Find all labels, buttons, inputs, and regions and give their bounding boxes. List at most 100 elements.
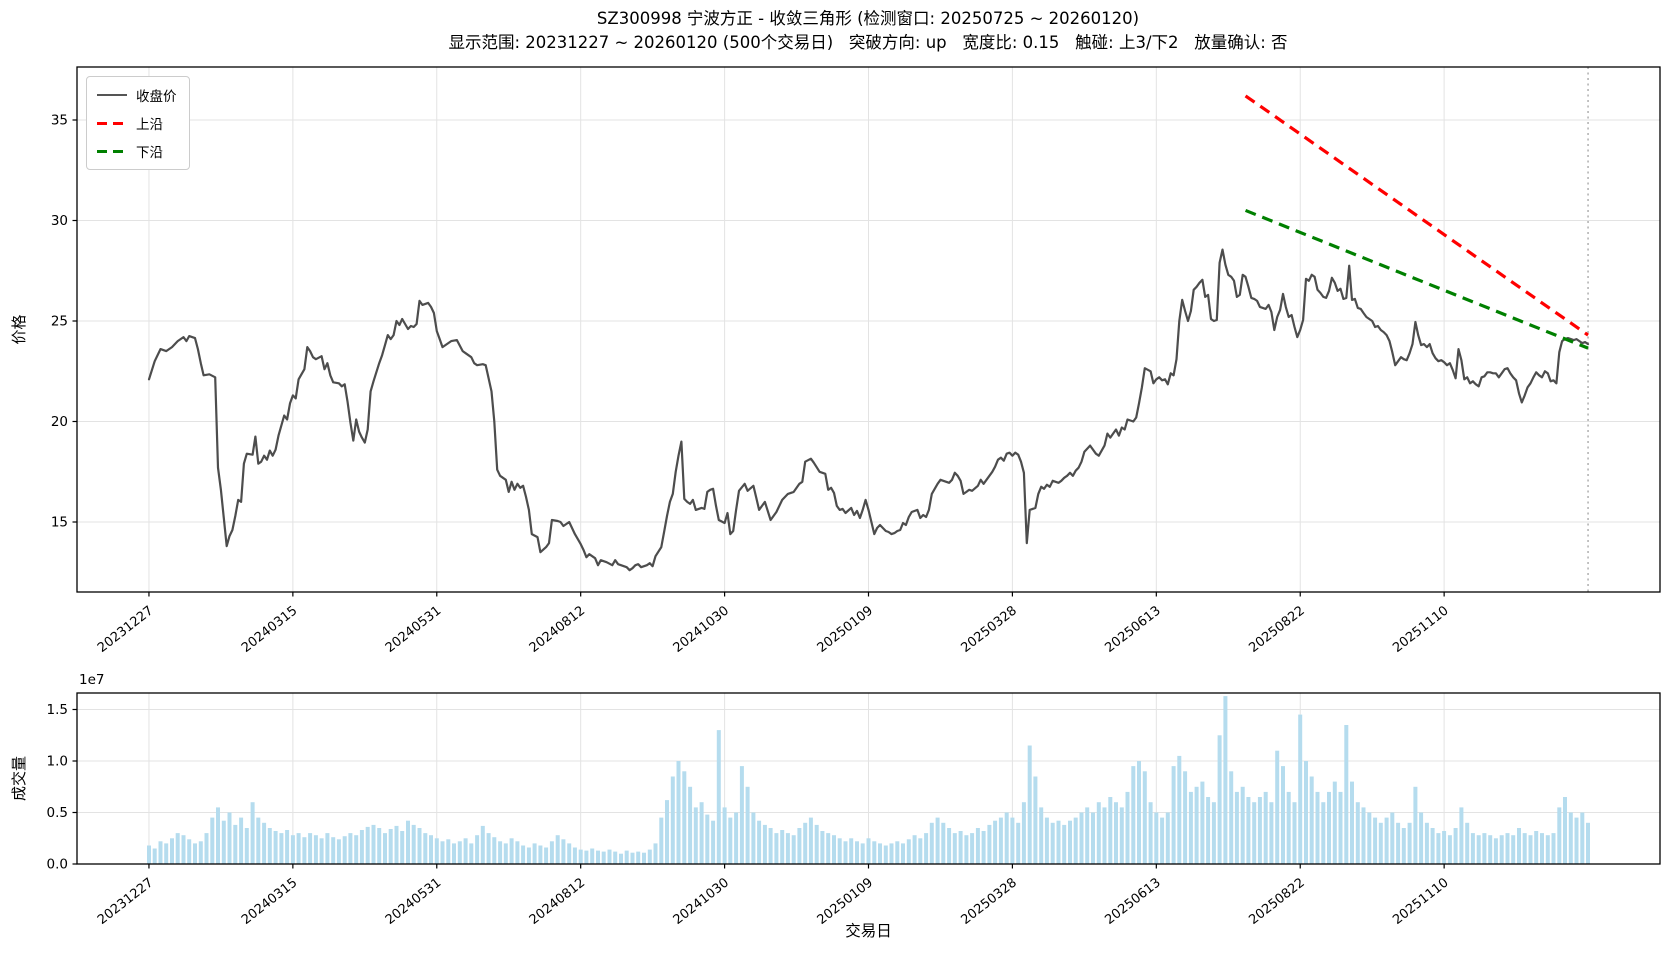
volume-bar xyxy=(555,835,560,864)
volume-bar xyxy=(170,838,174,865)
volume-bar xyxy=(227,812,232,864)
volume-bar xyxy=(941,822,946,864)
volume-bar xyxy=(878,843,882,864)
volume-bar xyxy=(1091,812,1095,864)
volume-bar xyxy=(791,835,796,864)
volume-bar xyxy=(987,824,992,864)
legend-label-lower: 下沿 xyxy=(136,145,163,161)
volume-bar xyxy=(290,835,295,864)
volume-bar xyxy=(596,850,600,864)
volume-bar xyxy=(1044,817,1049,864)
volume-bar xyxy=(1148,802,1153,864)
volume-bar xyxy=(1188,791,1193,864)
volume-bar xyxy=(526,847,531,864)
volume-bar xyxy=(1102,807,1107,864)
volume-bar xyxy=(584,850,589,864)
volume-bar xyxy=(187,839,192,864)
volume-bar xyxy=(434,838,439,865)
volume-bar xyxy=(1419,812,1424,864)
volume-x-tick-label: 20250328 xyxy=(958,875,1019,928)
volume-bar xyxy=(1217,735,1222,865)
volume-y-tick-label: 0.5 xyxy=(47,805,68,821)
volume-bar xyxy=(1246,797,1251,864)
volume-bar xyxy=(918,838,923,865)
volume-bar xyxy=(1315,791,1320,864)
volume-bar xyxy=(1488,835,1493,864)
volume-bar xyxy=(958,831,963,864)
volume-bar xyxy=(1177,755,1182,864)
volume-bar xyxy=(1137,761,1141,864)
volume-bar xyxy=(365,826,370,864)
volume-bar xyxy=(250,802,255,864)
price-x-tick-label: 20240531 xyxy=(383,603,444,656)
volume-bar xyxy=(636,851,641,864)
volume-bar xyxy=(1396,822,1401,864)
volume-bar xyxy=(659,817,664,864)
volume-bar xyxy=(1373,817,1378,864)
volume-bar xyxy=(1517,828,1521,864)
volume-bar xyxy=(981,831,986,864)
volume-bar xyxy=(1269,802,1274,864)
volume-bar xyxy=(1574,817,1579,864)
volume-bar xyxy=(1286,791,1291,864)
volume-x-tick-label: 20241030 xyxy=(671,875,732,928)
upper-trendline xyxy=(1244,94,1589,337)
volume-bar xyxy=(1281,766,1285,864)
volume-bar xyxy=(1108,797,1113,864)
legend: 收盘价 上沿 下沿 xyxy=(86,76,190,170)
volume-bar xyxy=(1171,766,1176,864)
volume-bar xyxy=(158,841,163,864)
volume-bar xyxy=(331,837,336,864)
volume-bar xyxy=(924,833,929,864)
volume-bar xyxy=(503,843,508,864)
volume-bar xyxy=(1540,833,1544,864)
volume-bar xyxy=(808,817,813,864)
volume-bar xyxy=(751,812,756,864)
volume-bar xyxy=(1079,812,1084,864)
volume-bar xyxy=(1511,835,1516,864)
volume-bar xyxy=(1085,807,1090,864)
volume-bar xyxy=(676,761,681,864)
volume-bar xyxy=(1384,817,1389,864)
volume-bar xyxy=(1257,797,1262,864)
volume-bar xyxy=(1240,786,1245,865)
volume-bar xyxy=(688,786,693,865)
lower-line-sample-icon xyxy=(97,149,127,153)
volume-bar xyxy=(1551,833,1556,864)
volume-bar xyxy=(1119,807,1124,864)
volume-bar xyxy=(912,835,917,864)
volume-bar xyxy=(469,843,474,864)
volume-bar xyxy=(521,845,526,864)
volume-bar xyxy=(855,841,859,864)
volume-bar xyxy=(1545,835,1550,864)
volume-bar xyxy=(1390,812,1395,864)
volume-bar xyxy=(273,831,278,864)
volume-bar xyxy=(210,817,215,864)
volume-bar xyxy=(889,843,894,864)
volume-bar xyxy=(262,822,267,864)
volume-bar xyxy=(1292,802,1297,864)
volume-bar xyxy=(1229,771,1234,864)
volume-bar xyxy=(745,786,750,865)
volume-bar xyxy=(1298,714,1303,864)
volume-bar xyxy=(785,833,790,864)
volume-bar xyxy=(285,830,290,864)
volume-bar xyxy=(1114,802,1118,864)
volume-bar xyxy=(1304,761,1308,864)
volume-x-tick-label: 20231227 xyxy=(95,875,156,928)
volume-bar xyxy=(279,833,284,864)
volume-bar xyxy=(181,835,186,864)
volume-bar xyxy=(1355,802,1360,864)
volume-bar xyxy=(590,848,595,864)
volume-bar xyxy=(383,833,387,864)
volume-bar xyxy=(1056,820,1061,864)
volume-bar xyxy=(849,838,854,865)
volume-y-tick-label: 1.0 xyxy=(47,754,68,770)
volume-bar xyxy=(1183,771,1188,864)
volume-bar xyxy=(1522,833,1527,864)
volume-bar xyxy=(319,838,324,865)
volume-bar xyxy=(233,824,238,864)
volume-bar xyxy=(440,841,445,864)
close-line-sample-icon xyxy=(97,93,127,97)
volume-bar xyxy=(1378,822,1383,864)
